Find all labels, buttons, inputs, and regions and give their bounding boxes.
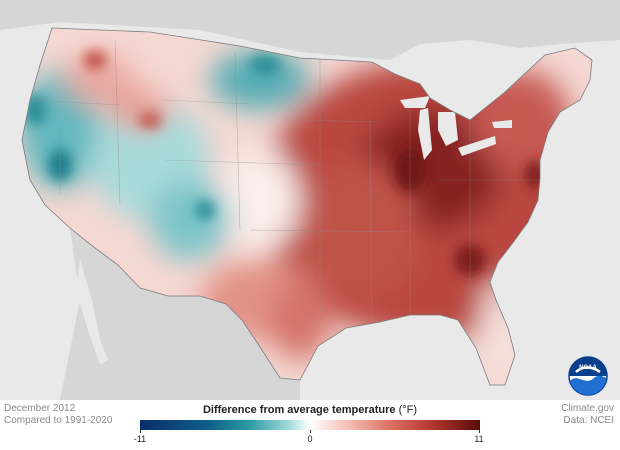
tick-label-min: -11: [133, 434, 147, 444]
us-outline: [21, 27, 593, 386]
canada-land: [0, 0, 620, 60]
source-data: Data: NCEI: [563, 415, 614, 426]
temperature-anomaly-map: [0, 0, 620, 400]
source-info: Climate.gov Data: NCEI: [561, 403, 614, 427]
tick-mark-max: [479, 430, 480, 433]
legend-unit: (°F): [398, 404, 418, 416]
svg-text:NOAA: NOAA: [579, 365, 597, 371]
period-label: December 2012: [4, 403, 76, 414]
tick-mark-min: [140, 430, 141, 433]
period-info: December 2012 Compared to 1991-2020: [4, 403, 112, 427]
color-scale-bar: [140, 420, 480, 430]
source-site: Climate.gov: [561, 403, 614, 414]
legend-title-text: Difference from average temperature: [202, 404, 396, 416]
tick-label-mid: 0: [307, 434, 313, 444]
mexico-land: [60, 228, 300, 400]
legend-title: Difference from average temperature (°F): [140, 404, 480, 416]
tick-label-max: 11: [474, 434, 484, 444]
noaa-logo: NOAA: [568, 356, 608, 396]
footer: December 2012 Compared to 1991-2020 Diff…: [0, 400, 620, 450]
tick-mark-mid: [310, 430, 311, 433]
map-canvas: NOAA: [0, 0, 620, 400]
baseline-label: Compared to 1991-2020: [4, 415, 113, 426]
gulf-of-california: [76, 260, 108, 365]
